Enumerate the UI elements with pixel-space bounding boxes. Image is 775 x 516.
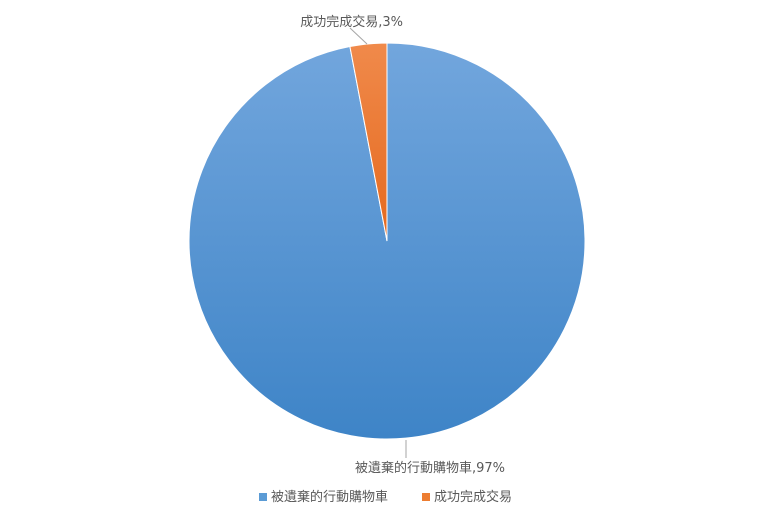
legend-swatch-success bbox=[422, 493, 430, 501]
data-label-abandoned: 被遺棄的行動購物車,97% bbox=[355, 460, 505, 476]
legend-swatch-abandoned bbox=[259, 493, 267, 501]
data-label-success: 成功完成交易,3% bbox=[300, 14, 403, 30]
legend-label-success: 成功完成交易 bbox=[434, 489, 512, 505]
legend-label-abandoned: 被遺棄的行動購物車 bbox=[271, 489, 388, 505]
pie-slice-success bbox=[349, 42, 388, 242]
leader-line-success bbox=[349, 27, 368, 45]
